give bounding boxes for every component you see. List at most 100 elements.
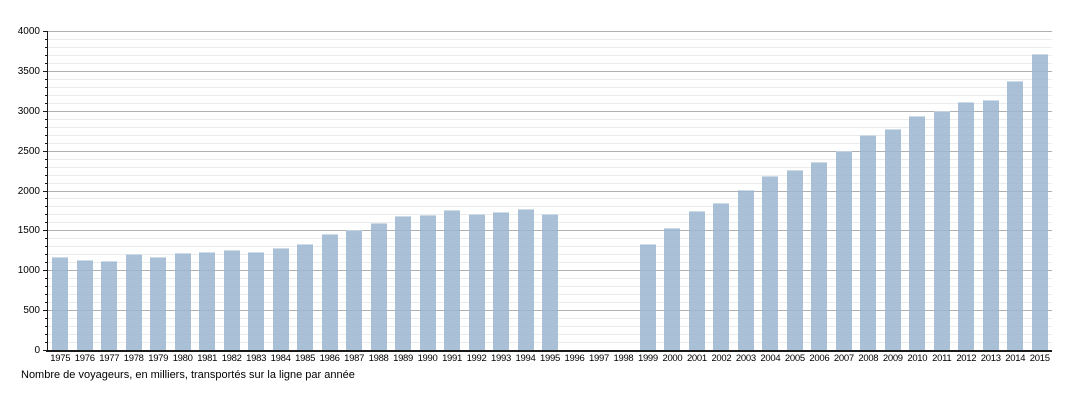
x-tick-label: 1999 — [637, 353, 658, 364]
gridline-minor — [48, 118, 1052, 120]
x-tick-label: 1990 — [417, 353, 438, 364]
y-tick-minor — [45, 262, 48, 264]
x-tick-label: 2004 — [760, 353, 781, 364]
gridline-minor — [48, 126, 1052, 128]
y-tick-minor — [45, 134, 48, 136]
gridline-minor — [48, 182, 1052, 184]
gridline-minor — [48, 38, 1052, 40]
x-tick-label: 1976 — [74, 353, 95, 364]
y-tick-major — [43, 230, 48, 232]
x-tick-label: 1993 — [491, 353, 511, 364]
x-tick-label: 1991 — [442, 353, 463, 364]
y-tick-minor — [45, 182, 48, 184]
gridline-major — [48, 70, 1052, 72]
y-tick-major — [43, 70, 48, 72]
y-axis-line — [47, 31, 48, 351]
x-tick-label: 2011 — [932, 353, 952, 364]
x-tick-label: 1987 — [344, 353, 365, 364]
y-tick-minor — [45, 318, 48, 320]
bar-2014 — [1007, 81, 1024, 350]
bar-1975 — [52, 257, 69, 350]
x-tick-label: 1981 — [197, 353, 218, 364]
bar-1986 — [321, 233, 338, 350]
x-tick-label: 2007 — [833, 353, 854, 364]
gridline-major — [48, 110, 1052, 112]
x-tick-label: 1985 — [295, 353, 316, 364]
bar-1990 — [419, 215, 436, 350]
y-tick-minor — [45, 78, 48, 80]
x-tick-label: 1979 — [148, 353, 169, 364]
bar-1989 — [395, 216, 412, 350]
y-tick-label: 1500 — [17, 225, 40, 237]
y-tick-minor — [45, 86, 48, 88]
bar-2005 — [786, 170, 803, 350]
y-tick-major — [43, 150, 48, 152]
y-tick-minor — [45, 46, 48, 48]
gridline-minor — [48, 62, 1052, 64]
y-tick-minor — [45, 222, 48, 224]
bar-1992 — [468, 213, 485, 350]
bar-2001 — [688, 210, 705, 350]
x-tick-label: 1977 — [99, 353, 120, 364]
bar-1995 — [542, 214, 558, 350]
x-tick-label: 2009 — [882, 353, 903, 364]
y-tick-major — [43, 310, 48, 312]
bar-1976 — [76, 259, 93, 350]
bar-1984 — [272, 247, 289, 350]
bar-2004 — [762, 175, 779, 350]
x-tick-label: 2005 — [784, 353, 805, 364]
y-tick-minor — [45, 342, 48, 344]
y-tick-minor — [45, 326, 48, 328]
bar-1999 — [639, 243, 656, 350]
x-tick-label: 2008 — [858, 353, 879, 364]
y-tick-minor — [45, 238, 48, 240]
y-tick-minor — [45, 198, 48, 200]
bar-1985 — [297, 243, 314, 350]
y-tick-label: 500 — [23, 305, 40, 317]
bar-2000 — [664, 228, 681, 350]
x-tick-label: 2006 — [809, 353, 830, 364]
x-tick-label: 1994 — [515, 353, 536, 364]
y-tick-minor — [45, 102, 48, 104]
bar-2003 — [737, 190, 754, 350]
x-tick-label: 1997 — [589, 353, 609, 364]
bar-2007 — [835, 151, 852, 350]
x-tick-label: 1996 — [564, 353, 585, 364]
y-tick-label: 2500 — [17, 145, 40, 157]
y-tick-minor — [45, 94, 48, 96]
bar-2015 — [1031, 54, 1048, 350]
gridline-minor — [48, 166, 1052, 168]
x-tick-label: 1984 — [270, 353, 291, 364]
y-tick-minor — [45, 158, 48, 160]
x-tick-label: 2000 — [662, 353, 683, 364]
bar-1993 — [493, 211, 510, 350]
x-tick-label: 2013 — [980, 353, 1001, 364]
x-tick-label: 1983 — [246, 353, 267, 364]
y-tick-minor — [45, 142, 48, 144]
gridline-major — [48, 150, 1052, 152]
x-tick-label: 1986 — [319, 353, 340, 364]
x-tick-label: 1995 — [540, 353, 560, 364]
bar-1979 — [150, 257, 167, 350]
gridline-major — [48, 31, 1052, 32]
x-tick-label: 1998 — [613, 353, 634, 364]
y-tick-minor — [45, 254, 48, 256]
y-tick-minor — [45, 246, 48, 248]
y-tick-label: 4000 — [17, 26, 40, 37]
x-tick-label: 2015 — [1029, 353, 1050, 364]
x-tick-label: 1989 — [393, 353, 414, 364]
gridline-minor — [48, 142, 1052, 144]
x-tick-label: 2014 — [1005, 353, 1026, 364]
x-tick-label: 1988 — [368, 353, 389, 364]
bar-2002 — [713, 203, 730, 350]
y-tick-label: 2000 — [17, 185, 40, 197]
y-tick-label: 3000 — [17, 105, 40, 117]
x-tick-label: 1978 — [123, 353, 144, 364]
gridline-minor — [48, 46, 1052, 48]
y-tick-minor — [45, 294, 48, 296]
y-tick-minor — [45, 126, 48, 128]
bar-2008 — [860, 134, 877, 350]
bar-1991 — [444, 210, 461, 350]
bar-1982 — [223, 249, 240, 350]
y-tick-major — [43, 110, 48, 112]
